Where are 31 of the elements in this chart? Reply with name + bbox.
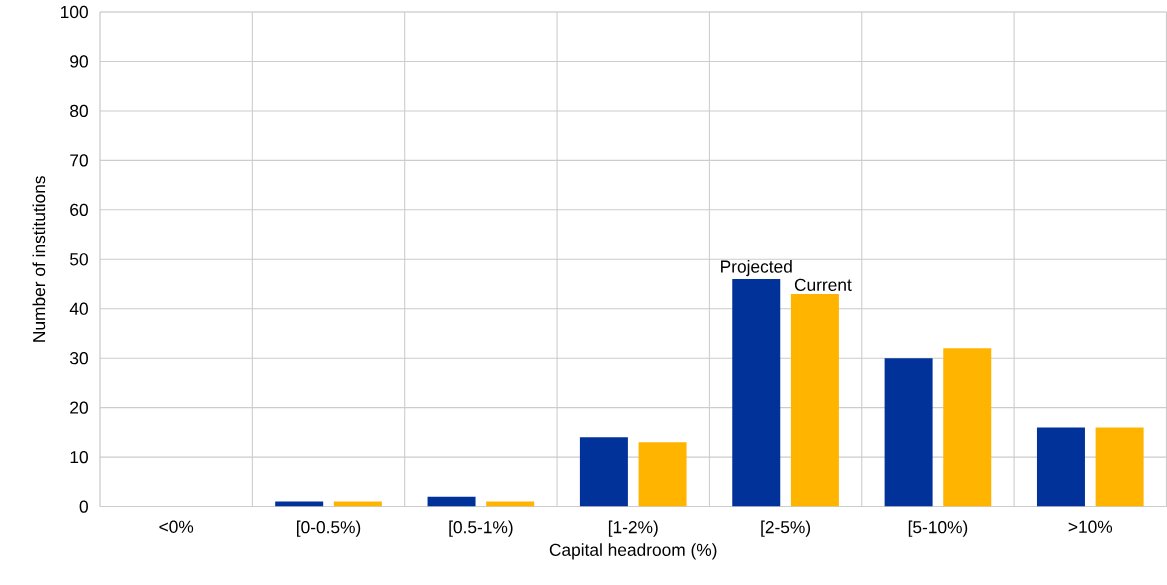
bar bbox=[579, 437, 628, 507]
x-tick-label: [2-5%) bbox=[761, 520, 811, 537]
bar bbox=[732, 278, 781, 507]
y-tick-label: 10 bbox=[70, 450, 88, 464]
bar bbox=[884, 358, 933, 507]
bar bbox=[1095, 427, 1144, 507]
y-tick-label: 100 bbox=[61, 5, 88, 19]
x-tick-label: [1-2%) bbox=[608, 520, 658, 537]
y-tick-label: 30 bbox=[70, 351, 88, 365]
y-tick-label: 50 bbox=[70, 253, 88, 266]
x-tick-label: <0% bbox=[159, 520, 194, 533]
bar bbox=[1036, 427, 1085, 507]
y-tick-label: 80 bbox=[70, 104, 88, 117]
y-tick-label: 0 bbox=[79, 500, 88, 513]
y-tick-label: 40 bbox=[69, 302, 88, 315]
x-tick-label: [5-10%) bbox=[908, 520, 968, 537]
bar bbox=[638, 442, 687, 507]
series-label: Current bbox=[794, 278, 852, 291]
y-tick-label: 90 bbox=[70, 55, 88, 68]
series-label: Projected bbox=[721, 259, 792, 277]
x-tick-label: [0-0.5%) bbox=[297, 520, 361, 537]
y-tick-label: 60 bbox=[70, 203, 88, 216]
y-tick-label: 70 bbox=[70, 154, 88, 167]
bar bbox=[943, 348, 992, 507]
bar bbox=[427, 496, 476, 507]
x-axis-title: Capital headroom (%) bbox=[549, 543, 717, 560]
y-axis-title: Number of institutions bbox=[32, 176, 46, 342]
y-tick-label: 20 bbox=[70, 401, 88, 414]
bar bbox=[790, 293, 839, 507]
x-tick-label: >10% bbox=[1068, 520, 1113, 533]
x-tick-label: [0.5-1%) bbox=[449, 520, 513, 537]
